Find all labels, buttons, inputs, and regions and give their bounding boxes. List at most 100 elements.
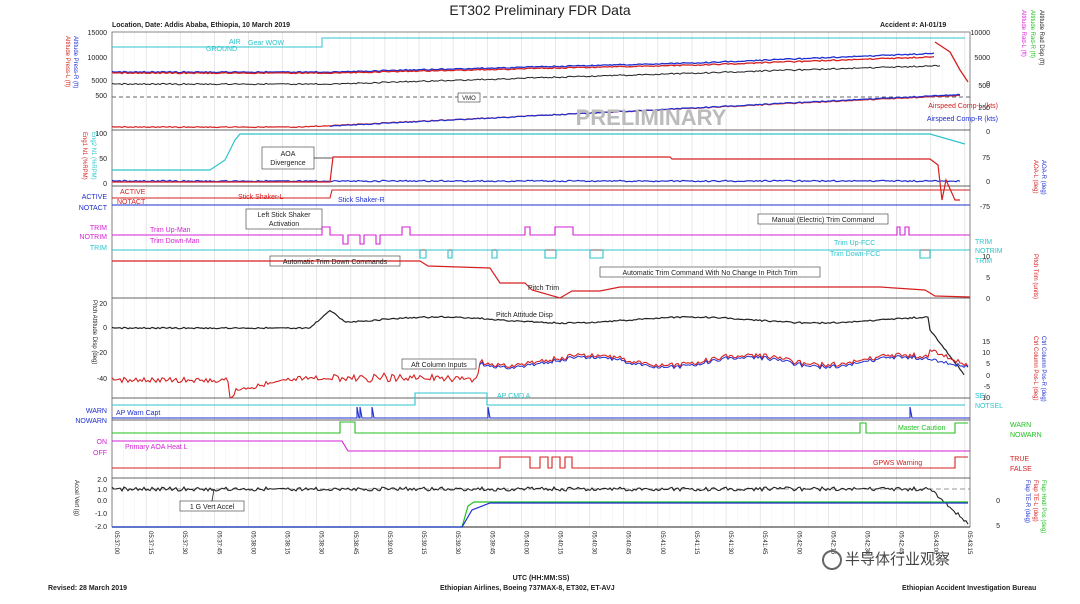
y-tick-label: 2.0 xyxy=(97,477,107,484)
watermark-text: 半导体行业观察 xyxy=(845,551,950,568)
ap-cmd-trace xyxy=(112,393,965,405)
y-tick-label: 5000 xyxy=(91,78,107,85)
y-tick-label: 5 xyxy=(986,361,990,368)
annotation: Automatic Trim Down Commands xyxy=(283,259,388,266)
y-tick-label: 20 xyxy=(99,301,107,308)
annotation: 1 G Vert Accel xyxy=(190,504,235,511)
x-tick-label: 05:39:00 xyxy=(386,531,392,555)
annotation: AIR xyxy=(229,39,241,46)
y-tick-label: 10000 xyxy=(88,55,108,62)
eng-n1-trace xyxy=(112,134,965,170)
y-tick-label: 10 xyxy=(982,254,990,261)
annotation: Trim Down-FCC xyxy=(830,251,880,258)
x-tick-label: 05:40:45 xyxy=(625,531,631,555)
y-label: Eng2 N1 (%RPM) xyxy=(90,132,96,180)
x-tick-label: 05:37:15 xyxy=(147,531,153,555)
panel-frame xyxy=(112,130,970,186)
y-label: AOA-R (deg) xyxy=(1040,160,1046,195)
annotation: Divergence xyxy=(270,160,306,167)
y-tick-label: -20 xyxy=(97,350,107,357)
annotation: AOA xyxy=(281,151,296,158)
y-tick-label: 5 xyxy=(986,275,990,282)
y-tick-label: -2.0 xyxy=(95,524,107,531)
annotation: Trim Down-Man xyxy=(150,238,200,245)
y-label: Altitude Rad Disp (ft) xyxy=(1038,10,1044,65)
y-tick-label: 10000 xyxy=(971,30,991,37)
annotation: TRIM xyxy=(975,239,992,246)
x-tick-label: 05:39:15 xyxy=(420,531,426,555)
annotation: FALSE xyxy=(1010,466,1032,473)
wechat-icon xyxy=(822,550,842,570)
y-label: Pitch Trim (units) xyxy=(1032,254,1038,299)
x-tick-label: 05:37:00 xyxy=(113,531,119,555)
chart-panels xyxy=(112,32,970,527)
annotation: Trim Up-FCC xyxy=(834,240,875,247)
x-tick-label: 05:40:30 xyxy=(591,531,597,555)
x-tick-label: 05:40:15 xyxy=(556,531,562,555)
bureau-name: Ethiopian Accident Investigation Bureau xyxy=(902,585,1036,592)
y-tick-label: -1.0 xyxy=(95,511,107,518)
x-tick-label: 05:41:15 xyxy=(693,531,699,555)
y-tick-label: 0.0 xyxy=(97,498,107,505)
pitch-trim-trace xyxy=(112,261,970,298)
annotation: OFF xyxy=(93,450,107,457)
x-tick-label: 05:40:00 xyxy=(522,531,528,555)
panel-frame xyxy=(112,398,970,420)
y-tick-label: 100 xyxy=(95,131,107,138)
x-axis-label: UTC (HH:MM:SS) xyxy=(513,575,570,582)
revised-date: Revised: 28 March 2019 xyxy=(48,585,127,592)
altitude-press-l-trace xyxy=(112,57,934,74)
y-tick-label: 1.0 xyxy=(97,487,107,494)
y-tick-label: 0 xyxy=(986,373,990,380)
annotation: ACTIVE xyxy=(82,194,108,201)
x-tick-label: 05:39:30 xyxy=(454,531,460,555)
annotation: WARN xyxy=(86,408,107,415)
annotation: Manual (Electric) Trim Command xyxy=(772,217,874,224)
annotation: VMO xyxy=(462,96,476,102)
annotation: NOWARN xyxy=(1010,432,1042,439)
y-label: AOA-L (deg) xyxy=(1032,160,1038,193)
callout-arrow xyxy=(212,489,214,501)
x-tick-label: 05:38:30 xyxy=(318,531,324,555)
y-tick-label: 0 xyxy=(986,296,990,303)
annotation: Stick Shaker-L xyxy=(238,194,284,201)
annotation: WARN xyxy=(1010,422,1031,429)
x-tick-label: 05:38:45 xyxy=(352,531,358,555)
annotation: AP CMD A xyxy=(497,393,531,400)
annotation: Automatic Trim Command With No Change In… xyxy=(622,270,797,277)
x-tick-label: 05:37:45 xyxy=(215,531,221,555)
annotation: NOTACT xyxy=(79,205,108,212)
y-tick-label: 10 xyxy=(982,350,990,357)
x-tick-label: 05:43:15 xyxy=(966,531,972,555)
annotation: SEL xyxy=(975,393,988,400)
annotation: GPWS Warning xyxy=(873,460,922,467)
y-tick-label: 0 xyxy=(986,129,990,136)
y-label: Altitude Rad-L (ft) xyxy=(1020,10,1026,57)
chart-grid xyxy=(112,32,970,527)
y-label: Ctrl Column Pos-R (deg) xyxy=(1040,336,1046,402)
annotation: Gear WOW xyxy=(248,40,285,47)
y-tick-label: 15 xyxy=(982,339,990,346)
y-label: Flap TE-L (deg) xyxy=(1032,480,1038,522)
annotation: Airspeed Comp-R (kts) xyxy=(927,116,998,123)
y-tick-label: 500 xyxy=(95,93,107,100)
annotation: Pitch Trim xyxy=(528,285,559,292)
y-tick-label: 0 xyxy=(103,325,107,332)
watermark: 半导体行业观察 xyxy=(822,548,950,570)
annotation: ON xyxy=(97,439,108,446)
y-label: Flap Hndl Pos (deg) xyxy=(1040,480,1046,533)
x-tick-label: 05:41:00 xyxy=(659,531,665,555)
x-tick-label: 05:38:00 xyxy=(249,531,255,555)
y-tick-label: 50 xyxy=(99,156,107,163)
annotation: Activation xyxy=(269,221,299,228)
chart-traces xyxy=(112,38,970,527)
annotation: Master Caution xyxy=(898,425,946,432)
panel-frame xyxy=(112,420,970,478)
x-tick-label: 05:37:30 xyxy=(181,531,187,555)
annotation: Aft Column Inputs xyxy=(411,362,467,369)
y-tick-label: 5000 xyxy=(974,55,990,62)
x-tick-label: 05:41:45 xyxy=(761,531,767,555)
x-tick-label: 05:41:30 xyxy=(727,531,733,555)
aoa-heat-trace xyxy=(112,441,970,451)
x-tick-label: 05:42:00 xyxy=(795,531,801,555)
